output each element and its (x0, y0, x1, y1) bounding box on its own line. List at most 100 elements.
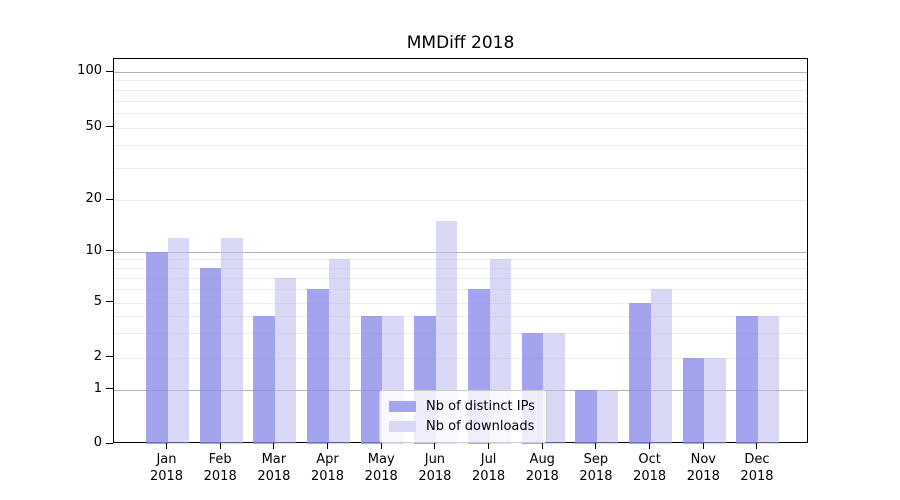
y-tick-2 (106, 356, 113, 358)
bar-downloads-nov (704, 357, 726, 444)
bar-downloads-oct (650, 289, 673, 444)
gridline-y-9 (114, 259, 807, 261)
x-tick-dec (756, 443, 758, 449)
y-tick-10 (106, 250, 113, 251)
x-tick-label-mar: Mar 2018 (242, 451, 306, 485)
x-tick-oct (649, 443, 651, 449)
y-tick-label-0: 0 (93, 435, 102, 450)
legend-item-downloads: Nb of downloads (389, 418, 536, 435)
y-tick-5 (106, 301, 113, 302)
x-tick-label-feb: Feb 2018 (188, 451, 252, 485)
gridline-y-7 (114, 277, 807, 279)
gridline-y-50 (114, 127, 807, 129)
x-tick-label-dec: Dec 2018 (725, 451, 789, 485)
bar-distinct-ips-nov (682, 357, 705, 444)
x-tick-jun (434, 443, 436, 449)
gridline-y-4 (114, 315, 807, 317)
x-tick-aug (541, 443, 543, 449)
y-tick-label-2: 2 (93, 348, 102, 364)
bar-distinct-ips-may (360, 315, 383, 444)
bar-distinct-ips-feb (199, 267, 222, 444)
x-tick-year: 2018 (686, 469, 720, 484)
y-tick-0 (106, 442, 113, 444)
bar-downloads-mar (274, 277, 297, 444)
plot-area: Nb of distinct IPs Nb of downloads (113, 58, 808, 444)
x-tick-month: Jul (480, 452, 497, 467)
x-tick-jul (488, 443, 490, 449)
gridline-y-60 (114, 113, 807, 115)
x-tick-year: 2018 (579, 469, 613, 484)
gridline-y-10 (114, 251, 807, 253)
x-tick-month: Aug (529, 452, 555, 467)
y-tick-20 (106, 198, 113, 200)
x-tick-label-may: May 2018 (349, 451, 413, 485)
bar-downloads-aug (543, 333, 565, 444)
x-tick-label-sep: Sep 2018 (564, 451, 628, 485)
legend-label-distinct-ips: Nb of distinct IPs (426, 399, 535, 414)
x-tick-month: Mar (261, 452, 287, 467)
x-tick-label-jun: Jun 2018 (403, 451, 467, 485)
x-tick-sep (595, 443, 597, 449)
y-tick-label-5: 5 (93, 293, 102, 309)
x-tick-month: Feb (208, 452, 232, 467)
y-tick-label-50: 50 (85, 118, 102, 134)
legend: Nb of distinct IPs Nb of downloads (379, 390, 547, 443)
x-tick-jan (166, 443, 167, 449)
x-tick-label-apr: Apr 2018 (296, 451, 360, 485)
x-tick-year: 2018 (310, 469, 345, 484)
legend-swatch-distinct-ips (389, 401, 416, 412)
x-tick-year: 2018 (633, 469, 667, 484)
gridline-y-3 (114, 333, 807, 335)
x-tick-label-jan: Jan 2018 (135, 451, 199, 485)
x-tick-label-jul: Jul 2018 (457, 451, 521, 485)
gridline-y-80 (114, 89, 807, 91)
x-tick-month: Apr (316, 452, 339, 467)
bar-distinct-ips-sep (575, 389, 597, 444)
x-tick-feb (219, 443, 221, 449)
x-tick-year: 2018 (364, 469, 398, 484)
bar-downloads-jan (167, 237, 189, 444)
y-tick-1 (106, 388, 113, 389)
gridline-y-6 (114, 289, 807, 291)
x-tick-year: 2018 (203, 469, 237, 484)
chart-title: MMDiff 2018 (406, 33, 515, 53)
bar-distinct-ips-oct (629, 302, 651, 444)
x-tick-label-nov: Nov 2018 (671, 451, 735, 485)
x-tick-month: Oct (638, 452, 661, 467)
gridline-y-30 (114, 168, 807, 169)
gridline-y-20 (114, 200, 807, 201)
bar-downloads-sep (596, 389, 619, 444)
gridline-y-100 (114, 72, 807, 73)
y-tick-label-1: 1 (93, 380, 102, 396)
bar-distinct-ips-apr (307, 289, 329, 444)
bar-downloads-feb (221, 237, 243, 444)
x-tick-label-aug: Aug 2018 (510, 451, 574, 485)
legend-item-distinct-ips: Nb of distinct IPs (389, 398, 536, 415)
bar-downloads-jun (435, 221, 458, 444)
y-tick-label-20: 20 (85, 191, 102, 206)
x-tick-month: Dec (744, 452, 770, 467)
x-tick-nov (702, 443, 704, 449)
y-tick-label-10: 10 (85, 242, 102, 258)
x-tick-year: 2018 (418, 469, 452, 484)
gridline-y-40 (114, 145, 807, 147)
x-tick-month: Nov (690, 452, 716, 467)
bar-downloads-dec (757, 315, 780, 444)
gridline-y-2 (114, 357, 807, 359)
gridline-y-8 (114, 267, 807, 269)
x-tick-year: 2018 (525, 469, 559, 484)
x-tick-year: 2018 (257, 469, 291, 484)
x-tick-year: 2018 (740, 469, 774, 484)
gridline-y-70 (114, 100, 807, 102)
y-tick-100 (106, 70, 113, 72)
legend-swatch-downloads (389, 421, 416, 432)
x-tick-label-oct: Oct 2018 (618, 451, 682, 485)
y-tick-50 (106, 126, 113, 128)
x-tick-mar (273, 443, 275, 449)
gridline-y-90 (114, 80, 807, 82)
bar-distinct-ips-dec (736, 315, 758, 444)
x-tick-month: May (367, 452, 395, 467)
bar-distinct-ips-mar (253, 315, 275, 444)
x-tick-year: 2018 (149, 469, 184, 484)
